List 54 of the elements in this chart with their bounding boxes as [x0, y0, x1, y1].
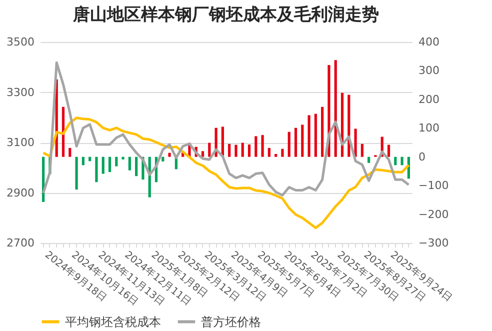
bar [68, 148, 72, 157]
bar [108, 156, 112, 172]
y2-tick-label: −100 [418, 179, 449, 192]
bar [102, 156, 104, 174]
bar [274, 154, 278, 157]
bar [162, 156, 164, 162]
bar [294, 128, 298, 157]
y2-tick-label: 100 [418, 122, 440, 135]
bar [115, 156, 118, 166]
legend-label: 平均钢坯含税成本 [65, 314, 161, 329]
bar [281, 148, 284, 157]
bar [394, 156, 397, 166]
bar [321, 106, 324, 157]
line-series [42, 116, 410, 230]
bar [387, 144, 390, 157]
y2-tick-label: 200 [418, 92, 440, 106]
chart-title: 唐山地区样本钢厂钢坯成本及毛利润走势 [72, 5, 379, 25]
bar [261, 135, 264, 157]
line-series [42, 61, 410, 197]
bar [334, 60, 337, 157]
bar [354, 128, 357, 157]
bar [95, 156, 98, 182]
bar [135, 156, 138, 176]
bar [122, 156, 124, 160]
y-tick-label: 3500 [6, 36, 34, 48]
bar [400, 156, 404, 166]
bar [82, 156, 84, 166]
bar [208, 142, 211, 157]
y-tick-label: 3300 [6, 86, 34, 99]
bar [301, 124, 304, 157]
bar [268, 148, 270, 157]
y2-tick-label: 400 [418, 36, 440, 48]
bar [360, 144, 364, 157]
bar [228, 144, 231, 157]
bar [75, 156, 78, 190]
y2-tick-label: −300 [418, 236, 449, 250]
bar [288, 132, 290, 157]
bar [248, 144, 251, 157]
y-tick-label: 2900 [6, 186, 34, 200]
bar [314, 114, 317, 157]
legend-label: 普方坯价格 [201, 314, 261, 329]
bar [128, 156, 131, 170]
bar [368, 156, 370, 163]
bar [241, 142, 244, 157]
y2-tick-label: 300 [418, 64, 440, 78]
y2-tick-label: 0 [418, 150, 426, 164]
bar [168, 152, 171, 157]
bar [308, 115, 310, 157]
y2-tick-label: −200 [418, 208, 449, 221]
bar [201, 151, 204, 157]
bar [234, 144, 238, 157]
bar [254, 136, 258, 157]
y-tick-label: 2700 [6, 236, 34, 250]
y-tick-label: 3100 [6, 136, 34, 149]
